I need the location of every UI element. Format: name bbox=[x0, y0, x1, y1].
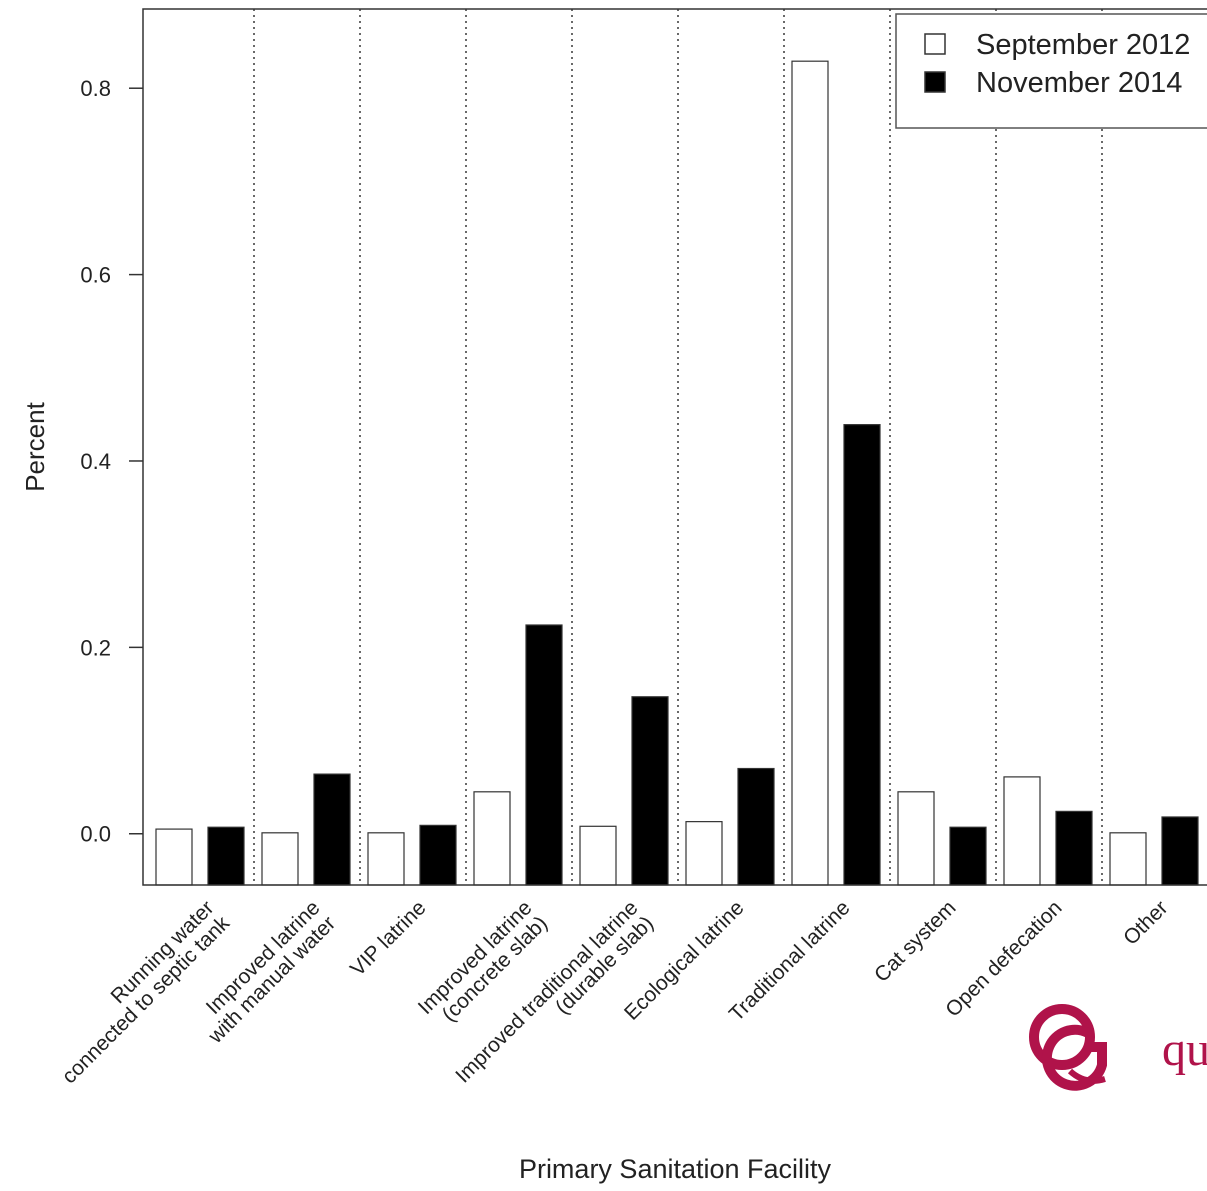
bar-series2-4 bbox=[631, 696, 669, 886]
x-tick-label: Other bbox=[1119, 896, 1172, 949]
bar-series1-6 bbox=[791, 60, 829, 886]
plot-frame bbox=[142, 8, 1207, 886]
x-tick-label-line: Cat system bbox=[870, 896, 961, 987]
bar-series1-5 bbox=[685, 821, 723, 886]
bar-series2-6 bbox=[843, 424, 881, 886]
bars bbox=[155, 60, 1199, 886]
bar-series1-4 bbox=[579, 825, 617, 886]
bar-series1-8 bbox=[1003, 776, 1041, 886]
legend-label: November 2014 bbox=[976, 67, 1182, 99]
legend-box bbox=[895, 13, 1207, 129]
y-tick-label: 0.0 bbox=[80, 822, 111, 847]
x-tick-label: Open defecation bbox=[941, 896, 1066, 1021]
bar-series2-1 bbox=[313, 773, 351, 886]
bar-series1-2 bbox=[367, 832, 405, 886]
x-tick-label-line: Other bbox=[1119, 896, 1172, 949]
bar-series2-2 bbox=[419, 824, 457, 886]
bar-series1-7 bbox=[897, 791, 935, 886]
x-tick-label: Improved traditional latrine(durable sla… bbox=[451, 896, 658, 1087]
y-tick-label: 0.6 bbox=[80, 263, 111, 288]
bar-series2-9 bbox=[1161, 816, 1199, 886]
y-axis-label: Percent bbox=[20, 401, 50, 491]
bar-series2-8 bbox=[1055, 810, 1093, 886]
x-tick-label-line: Open defecation bbox=[941, 896, 1066, 1021]
x-tick-label: VIP latrine bbox=[346, 896, 430, 980]
y-axis: 0.0 0.2 0.4 0.6 0.8 bbox=[80, 76, 143, 847]
bar-series1-0 bbox=[155, 828, 193, 886]
bar-series2-3 bbox=[525, 624, 563, 886]
legend: September 2012 November 2014 bbox=[895, 13, 1207, 129]
bar-series2-5 bbox=[737, 767, 775, 886]
qg-logo-mark bbox=[1029, 1004, 1107, 1091]
y-tick-label: 0.4 bbox=[80, 449, 111, 474]
y-tick-label: 0.2 bbox=[80, 635, 111, 660]
bar-series2-0 bbox=[207, 826, 245, 886]
grid-separators bbox=[253, 9, 1103, 885]
x-axis-label: Primary Sanitation Facility bbox=[519, 1154, 832, 1184]
legend-swatch bbox=[924, 71, 946, 93]
bar-series1-1 bbox=[261, 832, 299, 886]
bar-series1-3 bbox=[473, 791, 511, 886]
legend-label: September 2012 bbox=[976, 29, 1190, 61]
bar-series2-7 bbox=[949, 826, 987, 886]
x-tick-label: Cat system bbox=[870, 896, 961, 987]
bar-series1-9 bbox=[1109, 832, 1147, 886]
watermark-text: qu bbox=[1162, 1023, 1207, 1076]
legend-swatch bbox=[924, 33, 946, 55]
x-tick-label-line: VIP latrine bbox=[346, 896, 430, 980]
y-tick-label: 0.8 bbox=[80, 76, 111, 101]
